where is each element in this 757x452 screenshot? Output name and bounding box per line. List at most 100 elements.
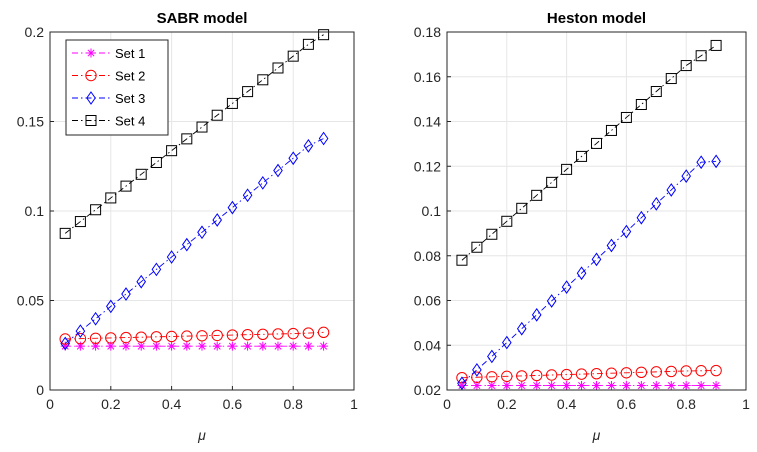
chart-2-series-1-point	[711, 381, 721, 391]
chart-1-x-tick-label: 0.6	[223, 396, 243, 412]
chart-2-series-3-point	[472, 362, 482, 377]
chart-2-series-1-point	[651, 381, 661, 391]
chart-1-legend-marker	[85, 115, 97, 126]
chart-2-series-4-point	[561, 163, 573, 175]
chart-2-series-4-point	[591, 137, 602, 149]
chart-1-series-2-line	[65, 331, 324, 340]
chart-2-series-4-point	[471, 241, 483, 253]
chart-1-legend-item: Set 3	[72, 91, 145, 106]
chart-2-series-1	[457, 381, 721, 391]
chart-2-series-4-point	[576, 150, 588, 162]
chart-2-series-4-point	[516, 202, 528, 214]
chart-2-series-3-point	[546, 294, 557, 308]
chart-1-series-3-point	[166, 250, 177, 264]
chart-1-series-3	[60, 131, 329, 351]
chart-1-x-tick-label: 0	[46, 396, 54, 412]
chart-1-series-3-point	[151, 262, 162, 277]
chart-1-legend-label: Set 4	[115, 114, 145, 129]
chart-1-series-1-point	[91, 341, 101, 351]
chart-2-series-2-point	[590, 367, 603, 380]
chart-2-series-2-point	[650, 366, 662, 378]
chart-2-series-1-point	[606, 381, 616, 391]
chart-2-series-2-point	[486, 371, 498, 383]
chart-2-x-axis-label: μ	[592, 427, 601, 443]
chart-1-series-4-point	[302, 38, 314, 50]
chart-2-x-tick-label: 1	[742, 396, 750, 412]
chart-1-series-3-point	[227, 200, 238, 215]
chart-2-series-4-point	[650, 86, 662, 98]
chart-2-series-2-point	[635, 366, 648, 379]
chart-2-series-3-point	[501, 335, 512, 350]
chart-2-series-2-point	[560, 368, 573, 381]
chart-1-series-2-point	[257, 328, 269, 341]
chart-2-series-3-point	[621, 224, 632, 239]
chart-1-legend-item: Set 2	[72, 69, 145, 84]
chart-2-series-1-point	[517, 381, 527, 391]
chart-2-series-4-point	[501, 215, 513, 227]
chart-2-series-2-point	[471, 371, 483, 383]
chart-2-y-tick-label: 0.04	[414, 337, 441, 353]
chart-1-series-1	[60, 341, 329, 351]
chart-1-x-axis-label: μ	[197, 427, 206, 443]
chart-1-series-1-point	[243, 341, 253, 351]
chart-2-y-tick-label: 0.18	[414, 24, 441, 40]
chart-2-y-tick-label: 0.08	[414, 248, 441, 264]
chart-1-series-1-point	[288, 341, 298, 351]
chart-1-series-2-point	[165, 330, 178, 343]
chart-1-series-2-point	[135, 331, 147, 343]
chart-2-series-4-point	[605, 124, 617, 136]
chart-2-x-tick-label: 0.8	[676, 396, 696, 412]
chart-2-series-1-point	[502, 381, 512, 391]
chart-2-series-4-point	[635, 98, 647, 110]
chart-1-series-3-point	[60, 336, 71, 351]
chart-2-series-1-point	[681, 381, 691, 391]
chart-2-axes-box	[446, 31, 747, 391]
chart-1-series-2-point	[74, 332, 87, 345]
chart-2-series-1-point	[457, 381, 467, 391]
chart-2-series-2-point	[501, 370, 513, 383]
chart-1-legend-marker	[86, 91, 96, 105]
chart-2-series-1-point	[696, 381, 706, 391]
chart-1-x-tick-label: 0.2	[101, 396, 121, 412]
chart-2-series-1-point	[547, 381, 557, 391]
chart-1-series-1-point	[167, 341, 177, 351]
chart-2-series-2-point	[680, 365, 692, 377]
chart-2-series-1-point	[636, 381, 646, 391]
chart-1-series-4-point	[105, 192, 117, 204]
chart-1-series-2-point	[302, 327, 315, 339]
chart-2-series-4-point	[695, 50, 707, 62]
chart-2-series-3-point	[487, 349, 497, 364]
chart-2-series-4-point	[665, 73, 677, 85]
chart-1-series-1-point	[258, 341, 268, 351]
chart-2-series-2-point	[605, 367, 618, 379]
chart-1-series-4-point	[272, 62, 284, 74]
chart-2-x-tick-label: 0.2	[497, 396, 517, 412]
chart-1-series-4-point	[74, 216, 86, 228]
chart-2-y-tick-label: 0.16	[414, 69, 441, 85]
chart-1-series-1-point	[197, 341, 207, 351]
chart-2-series-3-point	[576, 266, 587, 281]
chart-1-series-4-point	[196, 121, 208, 133]
chart-1-series-2-point	[241, 328, 254, 341]
chart-2-series-3-point	[681, 169, 692, 183]
chart-2-series-3-point	[561, 280, 572, 294]
chart-2-series-4-point	[531, 189, 543, 201]
chart-1-series-1-point	[106, 341, 116, 351]
chart-1-series-3-point	[242, 188, 253, 203]
chart-1-series-3-point	[212, 213, 223, 227]
chart-1-series-3-point	[136, 274, 147, 289]
chart-2-series-3-point	[636, 210, 647, 225]
chart-1-series-1-point	[151, 341, 161, 351]
chart-1-series-4-point	[226, 97, 238, 109]
chart-1-series-2-point	[272, 328, 284, 340]
chart-1-legend-label: Set 1	[115, 46, 145, 61]
chart-2-series-3	[457, 154, 721, 391]
chart-2-series-1-point	[666, 381, 676, 391]
chart-2-series-2-point	[575, 368, 588, 380]
chart-1-legend-marker	[85, 69, 97, 82]
chart-2-series-2-point	[545, 369, 558, 381]
chart-2-series-2-point	[620, 367, 633, 379]
chart-1-legend: Set 1 Set 2 Set 3 Set 4	[65, 39, 169, 136]
chart-1-legend-item: Set 4	[72, 114, 145, 129]
chart-1-series-2-point	[120, 331, 132, 344]
